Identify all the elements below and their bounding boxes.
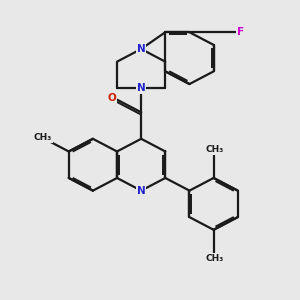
Text: CH₃: CH₃ [206,254,224,263]
Text: N: N [137,83,146,93]
Text: CH₃: CH₃ [206,145,224,154]
Text: N: N [137,186,146,196]
Text: O: O [107,93,116,103]
Text: N: N [137,44,146,54]
Text: F: F [237,27,244,37]
Text: CH₃: CH₃ [34,133,52,142]
